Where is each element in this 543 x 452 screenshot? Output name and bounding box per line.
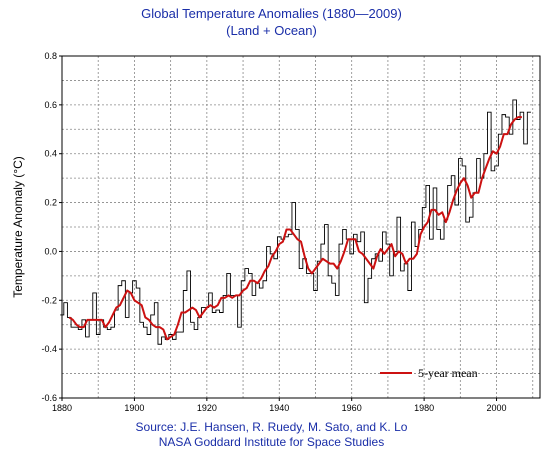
legend-label-5-year-mean: 5-year mean (418, 366, 478, 380)
mean-series (68, 116, 522, 341)
x-tick-label: 1920 (197, 403, 217, 413)
five-year-mean-line (68, 116, 522, 341)
grid (61, 55, 540, 399)
y-axis-label: Temperature Anomaly (°C) (11, 156, 25, 298)
plot-frame (61, 55, 541, 399)
legend: 5-year mean (380, 366, 478, 380)
chart-subtitle: (Land + Ocean) (226, 23, 317, 38)
y-tick-label: 0.2 (44, 198, 57, 208)
x-axis: 1880 1900 1920 1940 1960 1980 2000 (52, 398, 507, 413)
annual-anomaly-line (60, 99, 531, 345)
x-tick-label: 1940 (269, 403, 289, 413)
y-tick-label: -0.4 (41, 344, 57, 354)
annual-series (60, 99, 531, 345)
y-tick-label: -0.2 (41, 295, 57, 305)
source-credit: Source: J.E. Hansen, R. Ruedy, M. Sato, … (135, 420, 408, 434)
chart-title: Global Temperature Anomalies (1880—2009) (141, 6, 402, 21)
x-tick-label: 1900 (124, 403, 144, 413)
y-tick-label: 0.6 (44, 100, 57, 110)
x-tick-label: 1880 (52, 403, 72, 413)
y-tick-label: 0.0 (44, 246, 57, 256)
y-tick-label: 0.8 (44, 51, 57, 61)
x-tick-label: 1980 (414, 403, 434, 413)
x-tick-label: 2000 (487, 403, 507, 413)
y-axis: -0.6 -0.4 -0.2 0.0 0.2 0.4 0.6 0.8 (41, 51, 62, 403)
y-tick-label: 0.4 (44, 149, 57, 159)
y-tick-label: -0.6 (41, 393, 57, 403)
source-institution: NASA Goddard Institute for Space Studies (158, 435, 385, 449)
x-tick-label: 1960 (342, 403, 362, 413)
